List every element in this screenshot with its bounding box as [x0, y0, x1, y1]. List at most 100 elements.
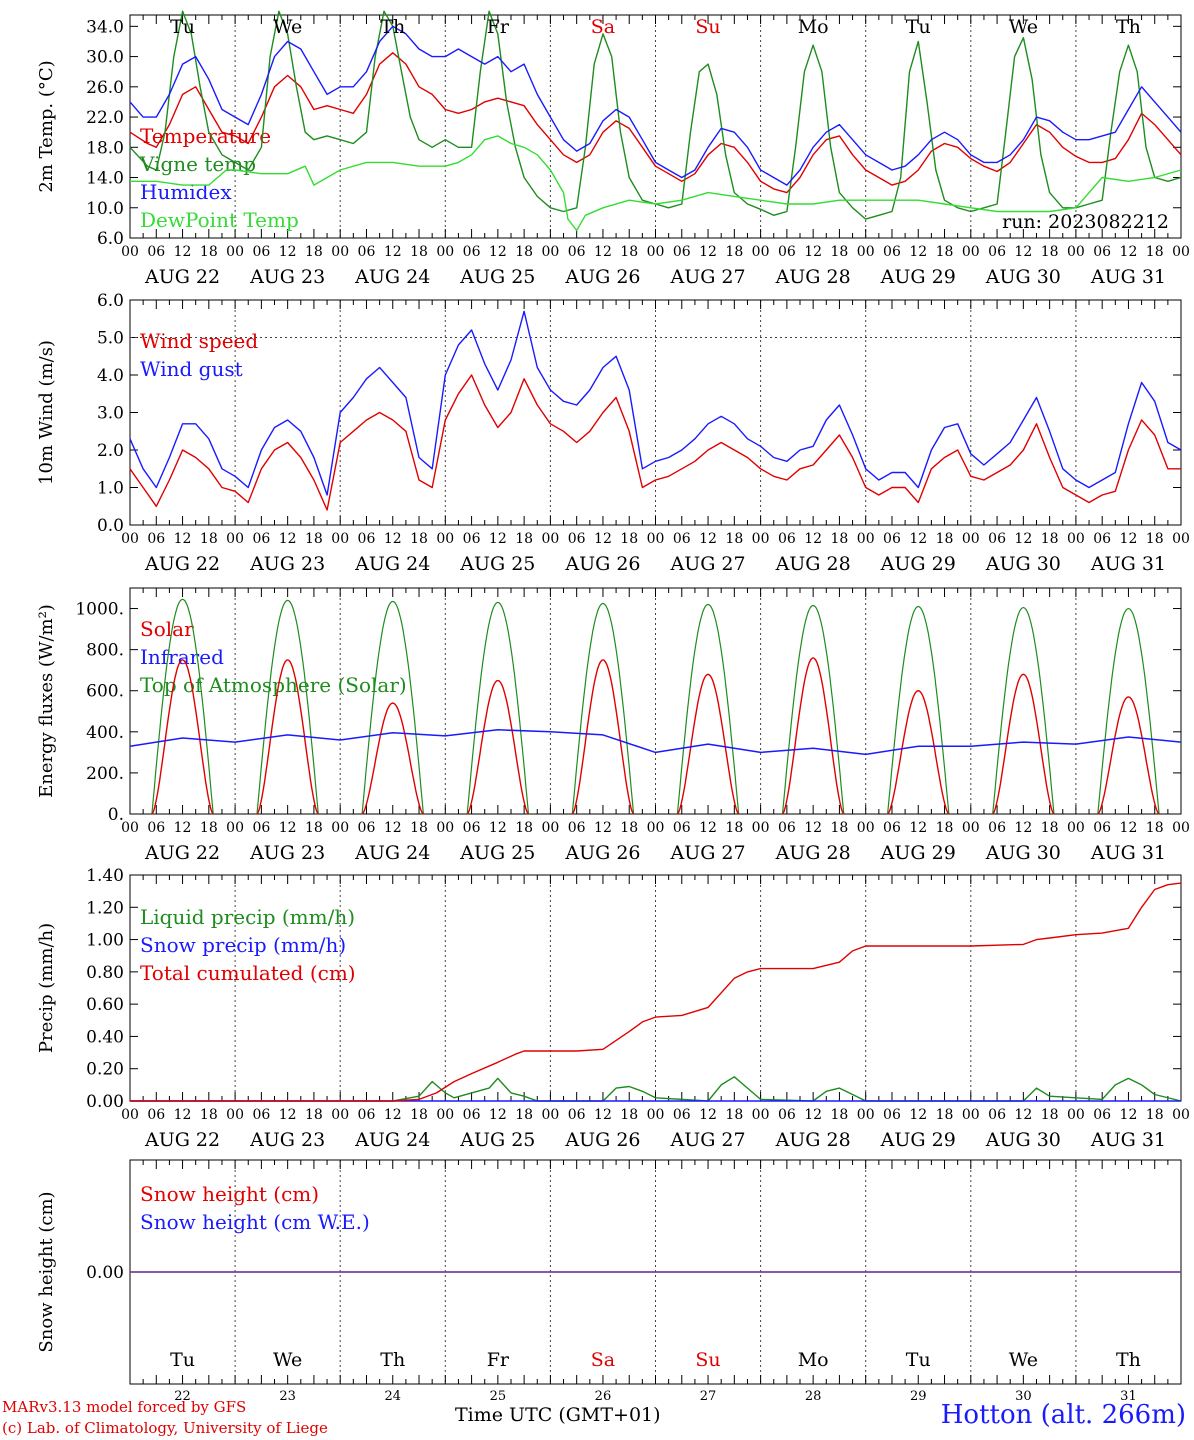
hour-label: 18	[936, 531, 954, 547]
hour-label: 06	[883, 531, 901, 547]
y-axis-title: Precip (mm/h)	[36, 923, 57, 1053]
hour-label: 00	[647, 820, 665, 836]
hour-label: 06	[358, 531, 376, 547]
hour-label: 00	[331, 531, 349, 547]
hour-label: 18	[305, 531, 323, 547]
hour-label: 18	[1041, 531, 1059, 547]
series-line-2	[130, 882, 1182, 1102]
hour-label: 06	[252, 531, 270, 547]
hour-label: 18	[410, 820, 428, 836]
series-line-3	[130, 135, 1182, 232]
legend-entry: Solar	[140, 617, 194, 641]
hour-label: 06	[988, 820, 1006, 836]
date-label: AUG 29	[880, 553, 956, 575]
weekday-label: Tu	[170, 1349, 195, 1371]
date-label: AUG 26	[564, 1129, 640, 1151]
hour-label: 12	[279, 244, 297, 260]
legend-entry: Snow precip (mm/h)	[140, 933, 346, 957]
weekday-label: Su	[695, 16, 720, 38]
weekday-label: Fr	[487, 16, 510, 38]
legend-entry: Snow height (cm)	[140, 1182, 319, 1206]
hour-label: 00	[1067, 1107, 1085, 1123]
y-axis-title: 2m Temp. (°C)	[36, 60, 57, 192]
hour-label: 18	[515, 531, 533, 547]
hour-label: 12	[909, 244, 927, 260]
hour-label: 00	[857, 1107, 875, 1123]
date-label: AUG 27	[669, 842, 745, 864]
solar-line	[781, 657, 845, 815]
y-tick-label: 600.	[86, 682, 124, 702]
legend-entry: Liquid precip (mm/h)	[140, 905, 355, 929]
hour-label: 06	[1093, 820, 1111, 836]
run-label: run: 2023082212	[1002, 211, 1169, 233]
hour-label: 12	[384, 531, 402, 547]
date-label: AUG 25	[459, 842, 535, 864]
hour-label: 06	[358, 1107, 376, 1123]
hour-label: 06	[673, 1107, 691, 1123]
hour-label: 12	[489, 531, 507, 547]
panel-wind: 0.0 1.0 2.0 3.0 4.0 5.0 6.0 10m Wind (m/s) 00 06 1…	[36, 291, 1190, 575]
hour-label: 12	[489, 820, 507, 836]
series-line-0	[130, 1076, 1182, 1102]
hour-label: 00	[331, 244, 349, 260]
y-axis-title: 10m Wind (m/s)	[36, 340, 57, 485]
hour-label: 06	[568, 1107, 586, 1123]
y-axis-title: Energy fluxes (W/m²)	[36, 604, 57, 798]
hour-label: 00	[752, 1107, 770, 1123]
date-label: AUG 30	[985, 842, 1061, 864]
series-line-1	[129, 310, 1182, 496]
day-number: 25	[490, 1389, 507, 1404]
hour-label: 00	[226, 1107, 244, 1123]
series-line-0	[129, 52, 1182, 194]
hour-label: 06	[568, 531, 586, 547]
weekday-label: We	[273, 16, 302, 38]
hour-label: 12	[909, 531, 927, 547]
y-tick-label: 6.0	[97, 291, 124, 311]
date-label: AUG 23	[249, 553, 325, 575]
hour-label: 06	[883, 820, 901, 836]
date-label: AUG 25	[459, 553, 535, 575]
legend-entry: DewPoint Temp	[140, 208, 299, 232]
hour-label: 00	[541, 1107, 559, 1123]
weekday-label: Mo	[798, 16, 829, 38]
hour-label: 06	[252, 244, 270, 260]
hour-label: 00	[752, 244, 770, 260]
y-tick-label: 22.0	[86, 108, 124, 128]
hour-label: 06	[1093, 244, 1111, 260]
hour-label: 12	[174, 244, 192, 260]
hour-label: 12	[909, 1107, 927, 1123]
hour-label: 00	[436, 820, 454, 836]
legend-entry: Infrared	[140, 645, 224, 669]
hour-label: 18	[1146, 1107, 1164, 1123]
y-tick-label: 1.40	[86, 866, 124, 886]
hour-label: 18	[410, 1107, 428, 1123]
hour-label: 00	[1067, 531, 1085, 547]
x-axis-title: Time UTC (GMT+01)	[455, 1404, 661, 1426]
hour-label: 00	[857, 244, 875, 260]
hour-label: 06	[673, 820, 691, 836]
date-label: AUG 29	[880, 266, 956, 288]
solar-line	[466, 679, 530, 815]
toa-solar-line	[887, 605, 950, 815]
hour-label: 06	[147, 531, 165, 547]
panel-energy: 0. 200. 400. 600. 800. 1000. Energy fluxes (W/…	[36, 587, 1190, 864]
hour-label: 06	[358, 244, 376, 260]
panel-temperature: 6.0 10.0 14.0 18.0 22.0 26.0 30.0 34.0 2m Temp. …	[36, 10, 1190, 288]
infrared-line	[129, 729, 1182, 756]
date-label: AUG 30	[985, 1129, 1061, 1151]
hour-label: 12	[699, 1107, 717, 1123]
hour-label: 12	[699, 820, 717, 836]
hour-label: 12	[594, 1107, 612, 1123]
hour-label: 12	[384, 1107, 402, 1123]
hour-label: 18	[620, 531, 638, 547]
hour-label: 06	[147, 244, 165, 260]
hour-label: 12	[1014, 531, 1032, 547]
hour-label: 12	[384, 244, 402, 260]
hour-label: 00	[121, 820, 139, 836]
hour-label: 12	[1120, 531, 1138, 547]
hour-label: 12	[174, 820, 192, 836]
hour-label: 12	[1120, 1107, 1138, 1123]
solar-line	[992, 673, 1055, 815]
hour-label: 06	[147, 1107, 165, 1123]
hour-label: 06	[988, 1107, 1006, 1123]
